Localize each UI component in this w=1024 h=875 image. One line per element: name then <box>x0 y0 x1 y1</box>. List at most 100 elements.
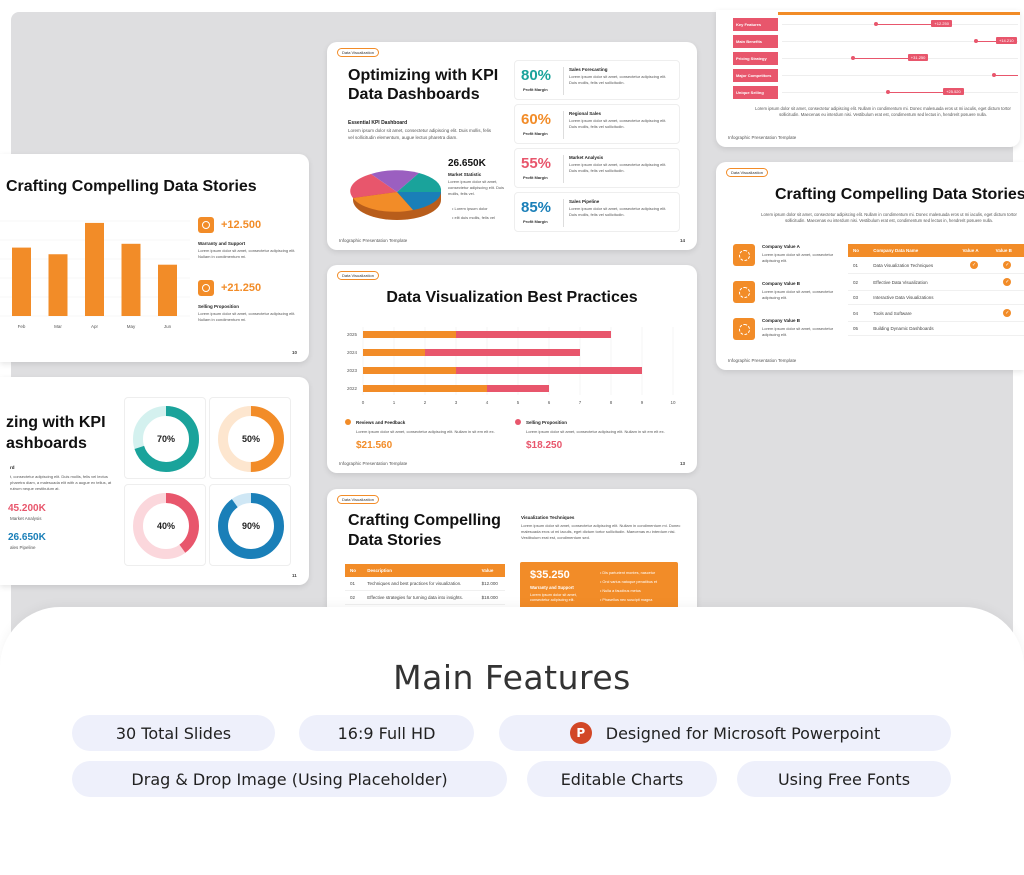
slide-tag: Data Visualization <box>337 48 379 57</box>
stat-value: 26.650K <box>448 158 486 169</box>
slide-footer: Infographic Presentation Template <box>728 358 797 363</box>
table-cell-check <box>957 273 991 291</box>
chart-icon <box>198 217 214 233</box>
pill-label: Drag & Drop Image (Using Placeholder) <box>131 769 448 789</box>
table-cell-no: 01 <box>345 577 363 591</box>
legend-value: $21.560 <box>356 440 393 451</box>
slide-title-line-1: zing with KPI <box>6 414 106 431</box>
bar-chart: Feb Mar Apr May Jun <box>0 220 190 329</box>
donut-label: 40% <box>157 521 175 531</box>
kpi-percentage: 60% <box>521 111 552 128</box>
company-table-wrap: No Company Data Name Value A Value B 01 Data… <box>848 244 1024 336</box>
x-tick-label: Apr <box>91 324 99 329</box>
slide-footer: Infographic Presentation Template <box>339 461 408 466</box>
timeline-label: Main Benefits <box>733 35 778 48</box>
slide-company-values: Data Visualization Crafting Compelling D… <box>716 162 1024 370</box>
stat-description: Lorem ipsum dolor sit amet, consectetur … <box>448 179 505 196</box>
timeline-line <box>852 58 913 59</box>
gear-icon <box>738 286 750 298</box>
bar-orange <box>363 349 425 356</box>
pill-label: 16:9 Full HD <box>337 723 436 743</box>
bar-pink <box>425 349 580 356</box>
pill-editable-charts: Editable Charts <box>527 761 717 797</box>
table-row: 02 Effective strategies for turning data … <box>345 590 505 605</box>
table-cell-check: ✓ <box>990 304 1024 322</box>
bar <box>48 254 68 316</box>
company-value-icon <box>733 318 755 340</box>
kpi-divider <box>563 111 564 139</box>
timeline-line <box>975 41 1016 42</box>
timeline-label: Major Competitors <box>733 69 778 82</box>
table-cell-check <box>990 290 1024 305</box>
pill-full-hd: 16:9 Full HD <box>299 715 474 751</box>
donut-chart: 40% <box>133 493 199 559</box>
x-tick-label: 7 <box>579 400 582 405</box>
company-value-title: Company Value B <box>762 281 801 286</box>
bar-orange <box>363 367 456 374</box>
table-row: 02 Effective Data Visualization ✓ <box>848 273 1024 291</box>
item-value: +21.250 <box>221 282 262 294</box>
y-tick-label: 2024 <box>347 350 358 355</box>
check-icon: ✓ <box>970 261 979 269</box>
side-title: Visualization Techniques <box>521 515 575 520</box>
timeline-value: +12.250 <box>931 20 952 27</box>
bar-pink <box>456 367 642 374</box>
card-bullets: • Dis parturient montes, nascetur • Orci … <box>600 571 674 607</box>
slide-top-right: Lorem ipsum dolor sit amet, consectetur … <box>716 10 1020 147</box>
desc-table-header: No Description Value <box>345 564 505 577</box>
stat-bullet-1-text: Lorem ipsum dolor <box>454 206 488 211</box>
x-tick-label: 0 <box>362 400 365 405</box>
pill-drag-drop: Drag & Drop Image (Using Placeholder) <box>72 761 507 797</box>
item-description: Lorem ipsum dolor sit amet, consectetur … <box>198 248 296 259</box>
desc-table-wrap: No Description Value 01 Techniques and best… <box>345 564 505 605</box>
table-cell-value: $12.000 <box>476 577 505 591</box>
timeline-value: +31.250 <box>907 54 929 61</box>
slide-tag: Data Visualization <box>337 495 379 504</box>
pill-label: 30 Total Slides <box>115 723 232 743</box>
table-cell-name: Tools and Software <box>868 304 958 322</box>
item-value: +12.500 <box>221 219 262 231</box>
page-number: 13 <box>680 461 686 466</box>
kpi-title: Regional Sales <box>569 111 602 116</box>
item-label: Selling Proposition <box>198 304 240 309</box>
kpi-divider <box>563 155 564 183</box>
company-table: No Company Data Name Value A Value B 01 Data… <box>848 244 1024 336</box>
x-tick-label: 5 <box>517 400 520 405</box>
table-cell-description: Techniques and best practices for visual… <box>362 577 477 591</box>
table-cell-name: Interactive Data Visualizations <box>868 290 958 305</box>
kpi-percentage: 85% <box>521 199 552 216</box>
slide-footer: Infographic Presentation Template <box>339 238 408 243</box>
slide-title: Optimizing with KPI Data Dashboards <box>348 66 518 104</box>
kpi-divider <box>563 199 564 227</box>
table-cell-no: 01 <box>848 257 869 274</box>
card-description: Lorem ipsum dolor sit amet, consectetur … <box>530 593 577 603</box>
kpi-description: Lorem ipsum dolor sit amet, consectetur … <box>569 74 667 85</box>
legend-description: Lorem ipsum dolor sit amet, consectetur … <box>526 429 665 434</box>
slide-tag: Data Visualization <box>337 271 379 280</box>
card-bullet: • Dis parturient montes, nascetur <box>600 571 656 575</box>
page-number: 11 <box>292 573 297 578</box>
timeline-line <box>888 92 949 93</box>
pill-label: Designed for Microsoft Powerpoint <box>605 723 881 743</box>
table-cell-check: ✓ <box>990 273 1024 291</box>
donut-chart: 70% <box>133 406 199 472</box>
x-tick-label: 10 <box>670 400 676 405</box>
timeline-track <box>782 75 1018 76</box>
slide-title: Crafting Compelling Data Stories <box>348 511 501 551</box>
desc-table: No Description Value 01 Techniques and best… <box>345 564 505 605</box>
slide-donuts: zing with KPI ashboards rd t, consectetu… <box>0 377 309 585</box>
kpi-row: 85% Profit Margin Sales Pipeline Lorem ipsu… <box>514 192 680 232</box>
x-tick-label: 1 <box>393 400 396 405</box>
timeline-track <box>782 41 1018 42</box>
desc-table-body: 01 Techniques and best practices for visu… <box>345 577 505 605</box>
chart-icon <box>198 280 214 296</box>
stat-bullet-2-text: elit duis mollis, felis vel <box>454 215 495 220</box>
legend-label: Selling Proposition <box>526 420 568 425</box>
table-cell-check <box>957 304 991 322</box>
company-value-description: Lorem ipsum dolor sit amet, consectetur … <box>762 326 834 337</box>
pill-free-fonts: Using Free Fonts <box>737 761 951 797</box>
x-tick-label: 3 <box>455 400 458 405</box>
check-icon: ✓ <box>1003 278 1012 286</box>
table-row: 01 Techniques and best practices for visu… <box>345 577 505 591</box>
y-tick-label: 2023 <box>347 368 358 373</box>
